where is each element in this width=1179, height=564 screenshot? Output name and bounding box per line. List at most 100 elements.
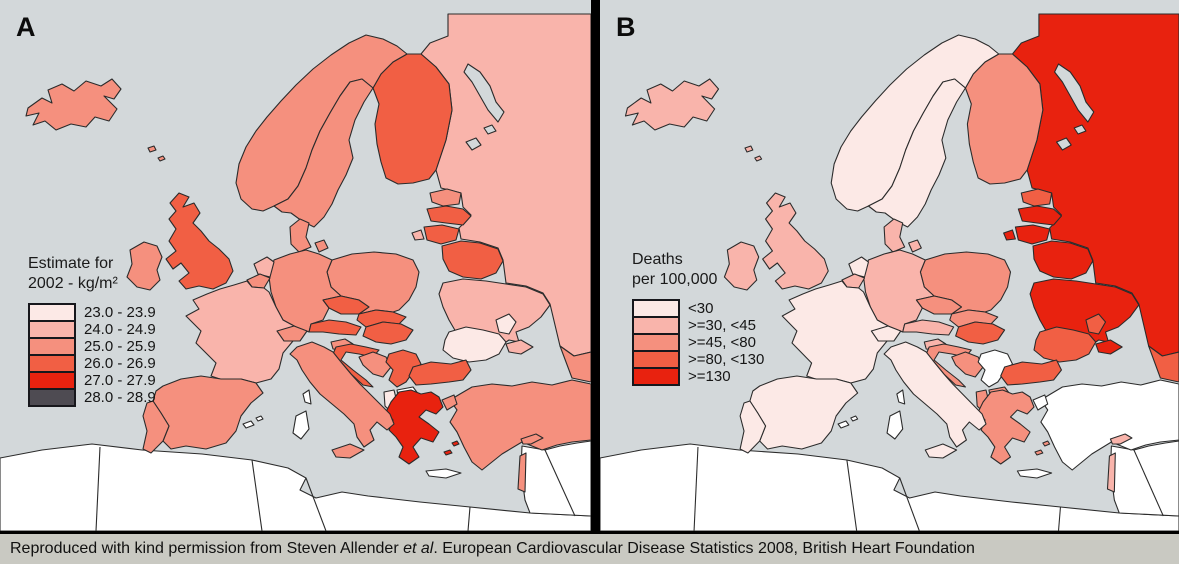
country-denmark	[754, 155, 763, 162]
country-greece	[443, 449, 453, 456]
country-ireland	[126, 241, 163, 291]
border-line-africa_border_2	[251, 459, 263, 531]
map-panels: A Estimate for 2002 - kg/m² 23.0 - 23.9 2…	[0, 0, 1179, 531]
country-greece	[1034, 449, 1044, 456]
country-moldova	[495, 313, 517, 335]
country-netherlands	[253, 256, 275, 278]
country-denmark	[908, 239, 922, 253]
landmass-middle_east	[1109, 440, 1179, 517]
panel-a-legend-title-line1: Estimate for	[28, 255, 114, 272]
panel-b-label: B	[616, 12, 636, 42]
country-czech	[915, 295, 963, 315]
country-romania	[442, 326, 507, 363]
country-sweden	[867, 78, 966, 228]
country-bulgaria	[408, 359, 472, 386]
europe-map-panel-b	[600, 0, 1179, 531]
country-turkey	[1032, 394, 1049, 411]
panel-b-legend-label-1: <30	[688, 300, 714, 317]
landmass-middle_east	[520, 440, 591, 517]
country-greece	[1042, 440, 1051, 447]
country-estonia	[429, 188, 462, 207]
landmass-north_africa	[0, 443, 591, 531]
country-ireland	[723, 241, 760, 291]
panel-b: B Deaths per 100,000 <30 >=30, <45 >=45, <…	[600, 0, 1179, 531]
border-line-africa_border_1	[693, 446, 699, 531]
panel-a-label: A	[16, 12, 36, 42]
country-cyprus	[520, 433, 544, 445]
country-belarus	[1032, 240, 1094, 280]
country-israel	[517, 452, 527, 493]
country-turkey	[441, 394, 458, 411]
panel-a-legend-label-1: 23.0 - 23.9	[84, 304, 156, 321]
panel-b-legend-rows: <30 >=30, <45 >=45, <80 >=80, <130 >=130	[632, 299, 764, 386]
border-line-mideast_border	[544, 449, 576, 517]
border-line-africa_border_3	[899, 477, 920, 531]
landmass-balearics	[255, 415, 264, 422]
country-austria	[308, 319, 362, 336]
country-denmark	[744, 145, 754, 153]
country-lithuania	[423, 224, 460, 245]
country-bosnia	[358, 351, 392, 378]
country-lithuania	[1014, 224, 1051, 245]
country-russia	[411, 229, 425, 241]
landmass-crete	[1016, 468, 1053, 479]
panel-a: A Estimate for 2002 - kg/m² 23.0 - 23.9 2…	[0, 0, 591, 531]
panel-a-legend-row: 23.0 - 23.9	[28, 303, 156, 322]
country-serbia	[977, 349, 1013, 388]
panel-a-legend-row: 28.0 - 28.9	[28, 388, 156, 407]
country-denmark	[314, 239, 329, 253]
panel-a-legend-title-line2: 2002 - kg/m²	[28, 275, 118, 292]
country-israel	[1106, 452, 1116, 493]
caption-et-al: et al	[403, 540, 434, 557]
country-denmark	[289, 218, 312, 253]
panel-b-legend-title: Deaths per 100,000	[632, 250, 764, 290]
landmass-balearics	[850, 415, 859, 422]
country-italy	[883, 341, 987, 448]
sea-lake_onega	[483, 124, 497, 135]
panel-a-legend-rows: 23.0 - 23.9 24.0 - 24.9 25.0 - 25.9 26.0 - …	[28, 303, 156, 407]
panel-b-legend: Deaths per 100,000 <30 >=30, <45 >=45, <80…	[632, 250, 764, 386]
country-belarus	[441, 240, 504, 280]
country-uk	[165, 192, 234, 290]
landmass-corsica	[302, 389, 312, 405]
panel-b-legend-title-line2: per 100,000	[632, 271, 718, 288]
caption-prefix: Reproduced with kind permission from Ste…	[10, 540, 404, 557]
country-bulgaria	[1000, 359, 1062, 386]
country-ukraine	[505, 339, 534, 355]
country-greece	[451, 440, 460, 447]
landmass-balearics	[242, 420, 255, 429]
country-denmark	[147, 145, 157, 153]
panel-b-legend-row: >=130	[632, 367, 764, 386]
border-line-mideast_border	[1133, 449, 1164, 517]
country-russia	[1003, 229, 1016, 241]
panel-b-legend-label-4: >=80, <130	[688, 351, 765, 368]
country-latvia	[426, 205, 472, 226]
panel-a-legend-title: Estimate for 2002 - kg/m²	[28, 254, 156, 294]
country-switzerland	[870, 325, 902, 342]
country-austria	[902, 319, 955, 336]
landmass-balearics	[837, 420, 850, 429]
country-hungary	[955, 321, 1006, 345]
panel-a-legend-label-4: 26.0 - 26.9	[84, 355, 156, 372]
panel-b-legend-row: >=45, <80	[632, 333, 764, 352]
panel-a-legend-row: 27.0 - 27.9	[28, 371, 156, 390]
sea-white_sea	[463, 63, 505, 123]
country-italy	[289, 341, 395, 448]
panel-a-legend-row: 24.0 - 24.9	[28, 320, 156, 339]
country-switzerland	[276, 325, 308, 342]
border-line-africa_border_3	[305, 477, 327, 531]
country-uk	[762, 192, 829, 290]
country-italy	[924, 443, 958, 459]
country-turkey	[449, 379, 591, 471]
caption-suffix: . European Cardiovascular Disease Statis…	[433, 540, 975, 557]
panel-b-legend-row: >=80, <130	[632, 350, 764, 369]
country-turkey	[1040, 379, 1179, 471]
country-czech	[322, 295, 370, 315]
landmass-crete	[425, 468, 462, 479]
panel-a-legend-row: 25.0 - 25.9	[28, 337, 156, 356]
panel-b-legend-label-3: >=45, <80	[688, 334, 756, 351]
sea-white_sea	[1054, 63, 1095, 123]
panel-a-legend-label-3: 25.0 - 25.9	[84, 338, 156, 355]
country-iceland	[25, 78, 122, 131]
country-romania	[1033, 326, 1097, 363]
